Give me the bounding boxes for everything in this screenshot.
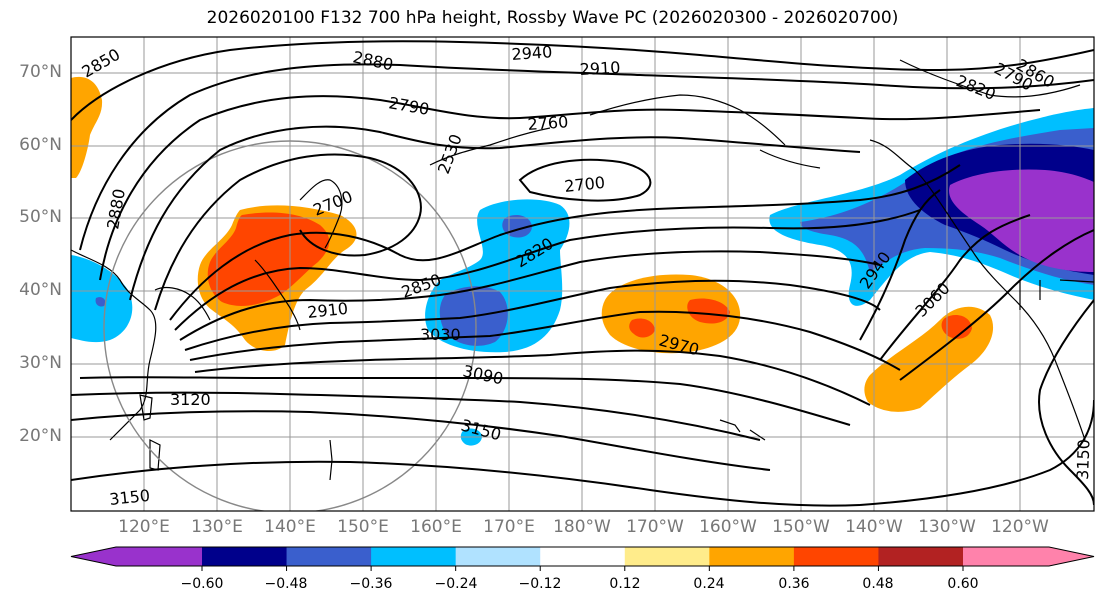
positive-anomaly-northwest [71,76,103,178]
map-frame [70,36,1095,512]
lon-label: 120°W [991,517,1049,537]
colorbar-tick-label: −0.24 [434,576,478,592]
colorbar-segment [624,547,710,566]
colorbar-tick-label: 0.24 [693,576,725,592]
colorbar-segment [116,547,202,566]
colorbar-segment [202,547,288,566]
lat-label: 20°N [19,426,62,446]
lon-label: 140°E [264,517,316,537]
contour-label: 2910 [579,58,621,79]
lat-label: 70°N [19,62,62,82]
negative-anomaly-northeast-core [949,169,1094,272]
contour-label: 2910 [306,299,348,322]
lat-label: 40°N [19,280,62,300]
colorbar-segment [878,547,964,566]
negative-anomaly-west-dot [95,297,106,307]
lon-label: 170°E [483,517,535,537]
colorbar-tick-label: 0.48 [862,576,894,592]
colorbar-segment [709,547,795,566]
height-contours [71,40,1094,507]
colorbar-tick-label: 0.12 [609,576,641,592]
colorbar-segment [793,547,879,566]
colorbar-tick-label: 0.60 [947,576,979,592]
contour-label: 3120 [170,390,211,409]
contour-label: 2940 [511,42,553,64]
colorbar-outline [70,546,1095,567]
lon-label: 150°E [337,517,389,537]
lon-label: 150°W [772,517,830,537]
contour-label: 3150 [1073,439,1093,480]
colorbar-tick-label: −0.36 [349,576,393,592]
lon-label: 160°W [699,517,757,537]
map-title: 2026020100 F132 700 hPa height, Rossby W… [206,8,899,28]
lon-label: 170°W [626,517,684,537]
lat-label: 50°N [19,207,62,227]
lon-label: 130°E [191,517,243,537]
contour-label: 2700 [563,173,605,196]
colorbar-extend-low [71,547,116,566]
contour-label: 3030 [420,325,461,344]
lat-label: 30°N [19,353,62,373]
colorbar-tick-label: 0.36 [778,576,810,592]
positive-anomaly-central-core-a [687,298,730,324]
lat-label: 60°N [19,135,62,155]
colorbar [70,546,1095,571]
colorbar-tick-label: −0.12 [518,576,562,592]
lon-label: 140°W [845,517,903,537]
coastlines [71,59,1094,481]
colorbar-segment [963,547,1049,566]
colorbar-segment [455,547,541,566]
projection-circle [103,140,477,511]
lon-label: 120°E [118,517,170,537]
positive-anomaly-east-core [941,315,972,339]
colorbar-tick-label: −0.48 [264,576,308,592]
contour-label: 2760 [527,112,569,134]
positive-anomaly-central-core-b [629,318,655,338]
lon-label: 130°W [918,517,976,537]
positive-anomaly-japan-inner [207,212,330,306]
lon-label: 160°E [410,517,462,537]
colorbar-segment [371,547,457,566]
colorbar-segment [286,547,372,566]
colorbar-tick-label: −0.60 [180,576,224,592]
contour-label: 3150 [108,486,150,509]
colorbar-segment [540,547,626,566]
graticule [71,37,1094,511]
colorbar-extend-high [1049,547,1094,566]
lon-label: 180°W [553,517,611,537]
